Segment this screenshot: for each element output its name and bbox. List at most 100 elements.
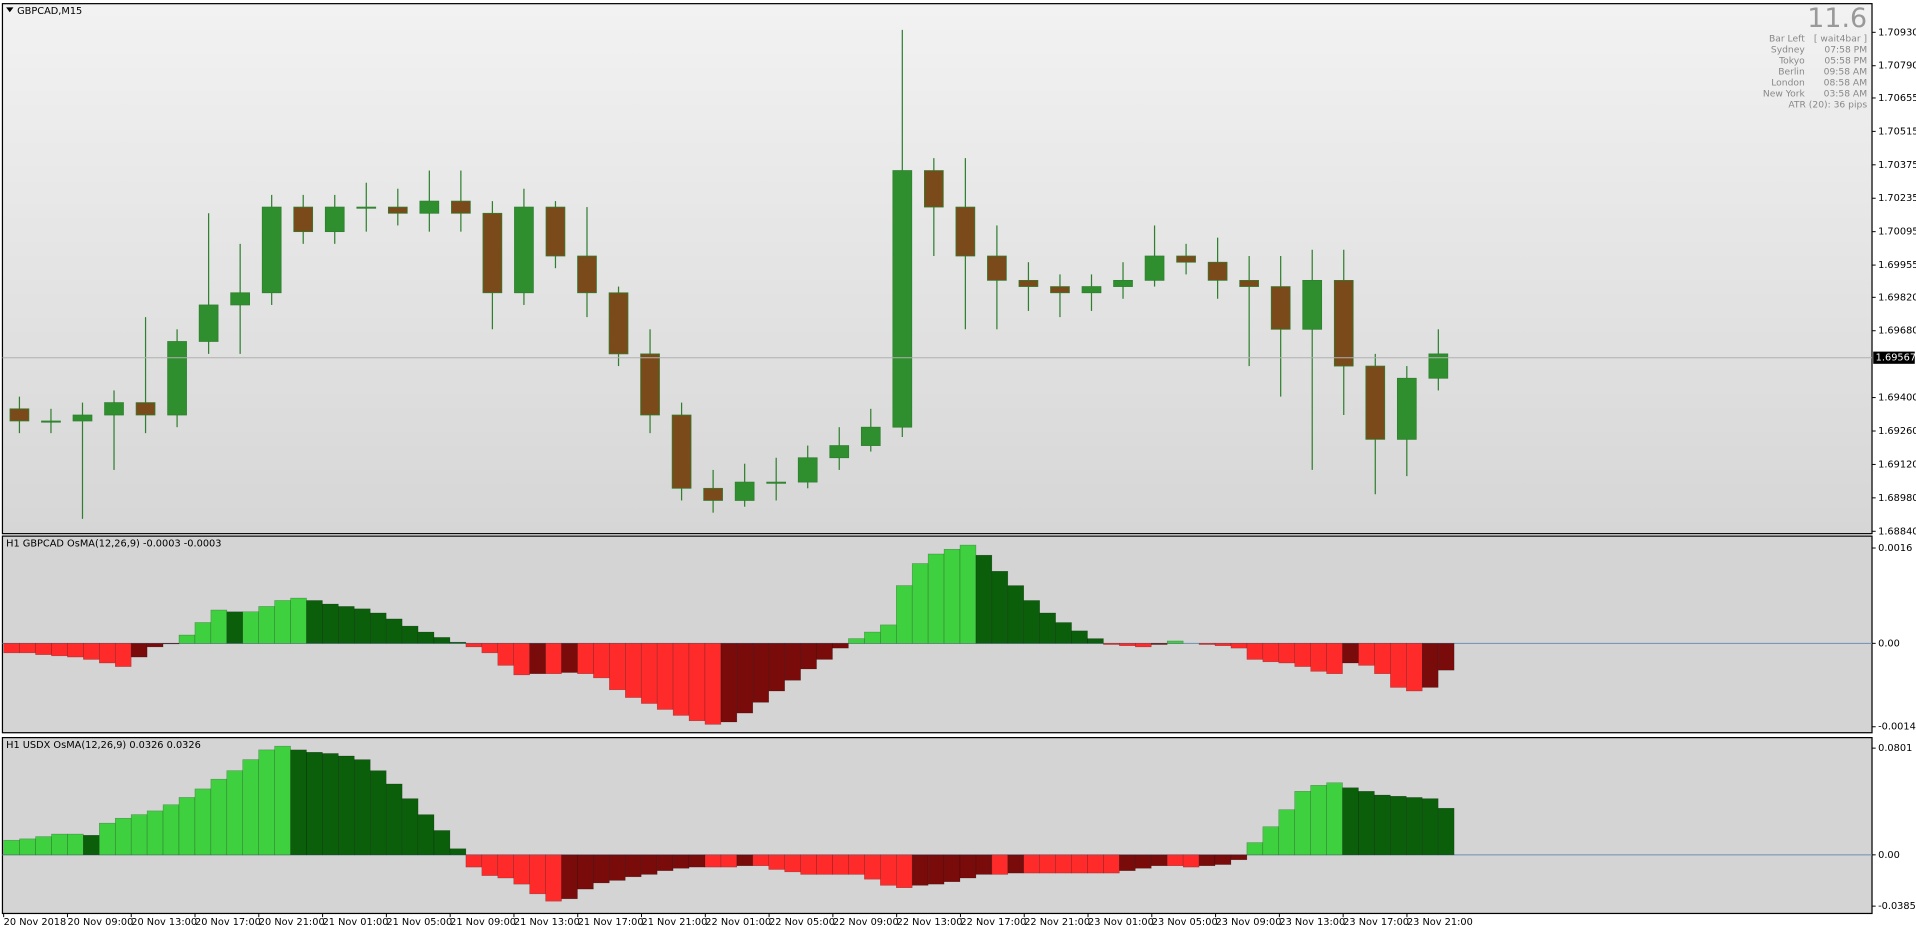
histogram-bar [67, 833, 84, 856]
histogram-bar [943, 854, 961, 882]
x-tick-label: 22 Nov 09:00 [833, 917, 899, 928]
histogram-bar [704, 643, 722, 725]
info-label: London [1771, 78, 1805, 89]
histogram-bar [51, 643, 68, 657]
histogram-bar [1198, 854, 1216, 867]
info-value: 08:58 AM [1824, 78, 1867, 89]
histogram-bar [385, 783, 403, 856]
histogram-bar [1326, 643, 1343, 674]
histogram-bar [1230, 643, 1248, 649]
histogram-bar [1103, 643, 1120, 645]
x-tick-label: 20 Nov 17:00 [195, 917, 261, 928]
histogram-bar [943, 548, 961, 644]
x-tick-label: 23 Nov 01:00 [1088, 917, 1154, 928]
info-value: 03:58 AM [1824, 89, 1867, 100]
histogram-bar [306, 600, 323, 644]
histogram-bar [800, 643, 817, 670]
histogram-bar [736, 643, 754, 714]
candle-body [419, 200, 440, 214]
histogram-bar [1166, 640, 1184, 644]
histogram-bar [784, 854, 801, 873]
histogram-bar [1278, 643, 1295, 664]
candle-body [577, 255, 597, 294]
histogram-bar [242, 611, 259, 644]
histogram-bar [911, 563, 929, 644]
histogram-bar [704, 854, 722, 868]
histogram-bar [449, 641, 467, 644]
y-tick-label: 1.70790 [1878, 61, 1916, 72]
y-tick-label: 1.69400 [1878, 393, 1916, 404]
y-tick-label: 1.69120 [1878, 459, 1916, 470]
histogram-bar [146, 643, 164, 648]
x-tick-label: 23 Nov 21:00 [1407, 917, 1473, 928]
histogram-bar [1390, 643, 1407, 688]
candle-body [514, 206, 534, 294]
candle-body [608, 292, 629, 355]
histogram-bar [322, 603, 339, 644]
candle-body [1365, 365, 1386, 440]
histogram-bar [1437, 807, 1455, 856]
histogram-bar [880, 624, 897, 644]
histogram-bar [1246, 842, 1264, 856]
histogram-bar [401, 798, 419, 856]
candle-body [1333, 279, 1354, 367]
y-tick-label: -0.0385 [1878, 901, 1916, 912]
y-tick-label: 1.69260 [1878, 426, 1916, 437]
candle-body [230, 292, 250, 306]
histogram-bar [1294, 643, 1311, 667]
histogram-bar [975, 854, 993, 875]
y-tick-label: 1.70095 [1878, 227, 1916, 238]
histogram-bar [338, 606, 355, 644]
candle-body [293, 206, 314, 233]
histogram-bar [864, 631, 881, 644]
histogram-bar [1262, 826, 1280, 856]
histogram-bar [1310, 785, 1327, 856]
candle-body [387, 206, 408, 214]
histogram-bar [497, 854, 514, 879]
candle-body [324, 206, 345, 233]
histogram-bar [1055, 854, 1072, 874]
menu-arrow[interactable] [6, 7, 14, 13]
x-tick-label: 22 Nov 21:00 [1024, 917, 1090, 928]
panel-title: H1 GBPCAD OsMA(12,26,9) -0.0003 -0.0003 [6, 538, 221, 549]
histogram-bar [816, 854, 833, 875]
candle-body [640, 353, 660, 416]
candle-body [72, 414, 93, 422]
histogram-bar [1374, 794, 1391, 856]
histogram-bar [1198, 643, 1216, 645]
x-tick-label: 23 Nov 13:00 [1279, 917, 1345, 928]
histogram-bar [3, 839, 20, 856]
histogram-bar [640, 643, 658, 704]
histogram-bar [1246, 643, 1264, 660]
histogram-bar [1278, 809, 1295, 856]
candle-body [1176, 255, 1196, 263]
y-tick-label: 1.70375 [1878, 160, 1916, 171]
histogram-bar [688, 854, 706, 868]
y-tick-label: 0.0801 [1878, 743, 1912, 754]
histogram-bar [848, 638, 865, 644]
histogram-bar [577, 643, 594, 674]
histogram-bar [609, 854, 626, 881]
histogram-bar [194, 788, 212, 856]
histogram-bar [513, 643, 530, 676]
histogram-bar [1358, 791, 1375, 856]
x-tick-label: 20 Nov 2018 [4, 917, 67, 928]
histogram-bar [354, 608, 371, 644]
histogram-bar [1262, 643, 1280, 663]
histogram-bar [306, 752, 323, 856]
histogram-bar [146, 810, 164, 856]
candle-body [104, 402, 124, 416]
histogram-bar [242, 759, 259, 856]
histogram-bar [832, 854, 849, 875]
histogram-bar [752, 854, 769, 867]
histogram-bar [290, 749, 307, 856]
histogram-bar [720, 643, 738, 723]
histogram-bar [1087, 854, 1104, 874]
candle-body [766, 481, 787, 484]
candle-body [545, 206, 566, 257]
histogram-bar [370, 612, 387, 644]
histogram-bar [959, 544, 977, 644]
candle-body [1428, 353, 1449, 379]
x-tick-label: 21 Nov 01:00 [323, 917, 389, 928]
main-panel [1, 3, 1873, 535]
